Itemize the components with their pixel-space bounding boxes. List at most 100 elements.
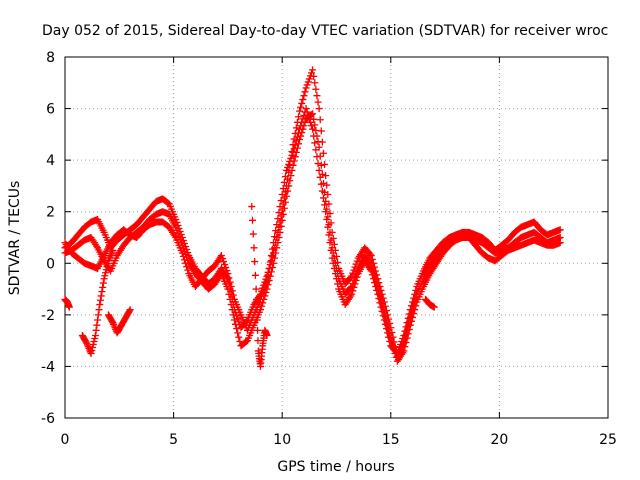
data-point-plus xyxy=(316,173,324,181)
data-point-plus xyxy=(323,181,331,189)
data-point-plus xyxy=(353,273,361,281)
data-point-plus xyxy=(376,299,384,307)
grid-lines xyxy=(65,57,608,418)
data-point-plus xyxy=(401,343,409,351)
data-point-plus xyxy=(304,78,312,86)
data-point-plus xyxy=(291,153,299,161)
data-point-plus xyxy=(275,234,283,241)
data-point-plus xyxy=(353,257,361,265)
data-point-plus xyxy=(227,282,235,290)
data-point-plus xyxy=(278,191,286,199)
data-point-plus xyxy=(267,252,275,260)
data-point-plus xyxy=(249,216,257,224)
data-point-plus xyxy=(92,326,100,334)
data-point-plus xyxy=(394,347,402,355)
data-point-plus xyxy=(315,105,323,113)
data-point-plus xyxy=(374,290,382,298)
data-point-plus xyxy=(276,228,284,236)
data-point-plus xyxy=(91,334,99,342)
data-point-plus xyxy=(280,204,288,212)
data-point-plus xyxy=(309,125,317,133)
data-point-plus xyxy=(312,126,320,134)
data-point-plus xyxy=(228,287,236,295)
data-point-plus xyxy=(310,72,318,80)
data-point-plus xyxy=(308,122,316,130)
data-point-plus xyxy=(322,208,330,216)
data-point-plus xyxy=(218,255,226,263)
series-tail-a xyxy=(61,295,73,311)
x-tick-label: 25 xyxy=(599,432,617,448)
data-point-plus xyxy=(373,286,381,294)
data-point-plus xyxy=(409,298,417,306)
data-point-plus xyxy=(225,290,233,298)
data-point-plus xyxy=(90,338,98,346)
data-point-plus xyxy=(314,138,322,146)
data-point-plus xyxy=(277,222,285,230)
data-point-plus xyxy=(279,185,287,193)
data-point-plus xyxy=(319,149,327,157)
data-point-plus xyxy=(325,231,333,239)
data-point-plus xyxy=(285,182,293,190)
data-point-plus xyxy=(287,172,295,180)
data-point-plus xyxy=(104,260,112,268)
data-point-plus xyxy=(172,223,180,231)
data-point-plus xyxy=(399,334,407,342)
data-point-plus xyxy=(309,66,317,74)
x-tick-label: 0 xyxy=(61,432,70,448)
data-point-plus xyxy=(294,113,302,121)
data-point-plus xyxy=(289,148,297,156)
data-point-plus xyxy=(87,350,95,358)
data-point-plus xyxy=(368,271,376,279)
data-point-plus xyxy=(348,290,356,298)
data-point-plus xyxy=(248,203,256,211)
data-point-plus xyxy=(273,244,281,252)
data-point-plus xyxy=(88,347,96,355)
data-point-plus xyxy=(309,110,317,118)
data-point-plus xyxy=(281,198,289,206)
data-point-plus xyxy=(298,99,306,107)
x-axis-label: GPS time / hours xyxy=(277,459,394,475)
data-point-plus xyxy=(271,233,279,241)
series-track-3 xyxy=(61,105,564,358)
data-point-plus xyxy=(226,278,234,286)
data-point-plus xyxy=(283,166,291,174)
y-tick-label: -2 xyxy=(41,308,55,324)
data-point-plus xyxy=(384,329,392,337)
data-point-plus xyxy=(108,317,116,325)
data-point-plus xyxy=(333,275,340,283)
data-point-plus xyxy=(275,209,283,217)
data-point-plus xyxy=(278,216,286,224)
data-point-plus xyxy=(229,311,237,319)
data-point-plus xyxy=(178,249,186,257)
data-point-plus xyxy=(302,84,310,92)
data-point-plus xyxy=(263,277,271,285)
data-point-plus xyxy=(314,98,322,106)
data-point-plus xyxy=(221,261,229,269)
data-point-plus xyxy=(367,252,375,260)
data-point-plus xyxy=(99,283,107,291)
data-point-plus xyxy=(290,145,298,153)
data-point-plus xyxy=(379,312,387,320)
data-point-plus xyxy=(233,312,241,320)
data-point-plus xyxy=(321,160,329,168)
data-point-plus xyxy=(348,272,356,280)
data-point-plus xyxy=(94,316,102,324)
data-point-plus xyxy=(407,317,415,325)
data-point-plus xyxy=(385,333,393,341)
data-point-plus xyxy=(287,154,295,162)
data-point-plus xyxy=(313,153,321,161)
data-point-plus xyxy=(230,316,238,324)
data-point-plus xyxy=(402,338,410,346)
data-point-plus xyxy=(317,180,325,188)
y-tick-label: 2 xyxy=(46,205,55,221)
data-point-plus xyxy=(284,187,292,195)
data-point-plus xyxy=(377,303,385,311)
data-point-plus xyxy=(277,197,285,205)
data-point-plus xyxy=(229,291,237,299)
x-tick-label: 5 xyxy=(169,432,178,448)
data-point-plus xyxy=(393,350,401,358)
y-axis-label: SDTVAR / TECUs xyxy=(7,181,23,296)
data-point-plus xyxy=(395,344,403,352)
data-point-plus xyxy=(233,325,241,333)
